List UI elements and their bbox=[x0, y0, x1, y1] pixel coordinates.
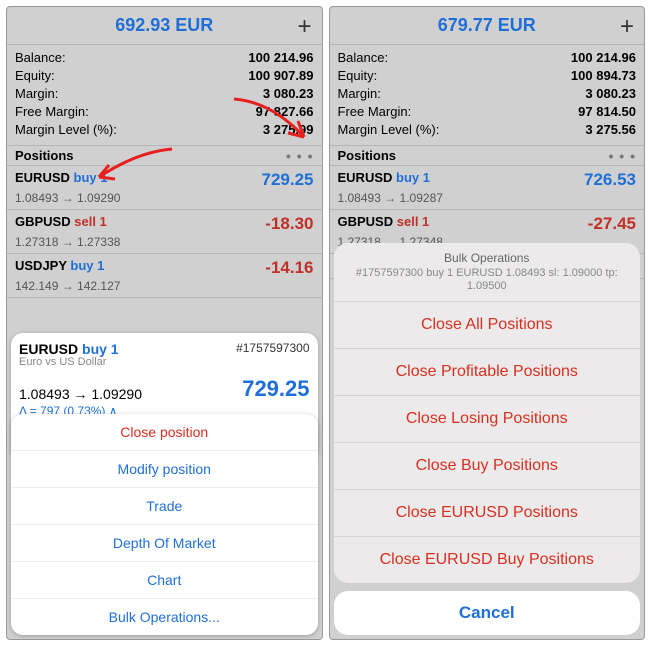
detail-prices: 1.08493 → 1.09290 bbox=[19, 386, 142, 402]
equity-label: Equity: bbox=[15, 67, 55, 85]
plus-icon[interactable]: + bbox=[297, 13, 311, 41]
account-stats: Balance:100 214.96 Equity:100 894.73 Mar… bbox=[330, 45, 645, 146]
marginlvl-value: 3 275.99 bbox=[263, 121, 314, 139]
menu-item[interactable]: Bulk Operations... bbox=[11, 599, 318, 635]
sheet-item[interactable]: Close Losing Positions bbox=[334, 396, 641, 443]
sheet-item[interactable]: Close All Positions bbox=[334, 302, 641, 349]
more-icon[interactable]: • • • bbox=[609, 148, 636, 164]
menu-item[interactable]: Close position bbox=[11, 414, 318, 451]
detail-symbol: EURUSD buy 1 bbox=[19, 341, 119, 357]
position-row[interactable]: EURUSD buy 1729.251.08493 → 1.09290 bbox=[7, 166, 322, 210]
menu-item[interactable]: Modify position bbox=[11, 451, 318, 488]
detail-sub: Euro vs US Dollar bbox=[19, 356, 310, 368]
position-row[interactable]: GBPUSD sell 1-18.301.27318 → 1.27338 bbox=[7, 210, 322, 254]
menu-item[interactable]: Chart bbox=[11, 562, 318, 599]
positions-header: Positions • • • bbox=[330, 146, 645, 166]
marginlvl-label: Margin Level (%): bbox=[15, 121, 117, 139]
header: 679.77 EUR + bbox=[330, 7, 645, 45]
more-icon[interactable]: • • • bbox=[286, 148, 313, 164]
context-menu: Close positionModify positionTradeDepth … bbox=[11, 414, 318, 635]
sheet-subtitle: #1757597300 buy 1 EURUSD 1.08493 sl: 1.0… bbox=[344, 267, 631, 293]
detail-ticket: #1757597300 bbox=[236, 341, 309, 357]
margin-value: 3 080.23 bbox=[263, 85, 314, 103]
right-phone: 679.77 EUR + Balance:100 214.96 Equity:1… bbox=[329, 6, 646, 640]
position-row[interactable]: USDJPY buy 1-14.16142.149 → 142.127 bbox=[7, 254, 322, 298]
positions-header: Positions • • • bbox=[7, 146, 322, 166]
sheet-title: Bulk Operations bbox=[344, 251, 631, 265]
balance-label: Balance: bbox=[15, 49, 66, 67]
menu-item[interactable]: Depth Of Market bbox=[11, 525, 318, 562]
sheet-item[interactable]: Close Profitable Positions bbox=[334, 349, 641, 396]
detail-profit: 729.25 bbox=[242, 376, 309, 402]
cancel-button[interactable]: Cancel bbox=[334, 591, 641, 635]
positions-label: Positions bbox=[338, 148, 397, 163]
positions-label: Positions bbox=[15, 148, 74, 163]
plus-icon[interactable]: + bbox=[620, 13, 634, 41]
header-amount: 679.77 EUR bbox=[438, 15, 536, 36]
position-row[interactable]: EURUSD buy 1726.531.08493 → 1.09287 bbox=[330, 166, 645, 210]
bulk-operations-sheet: Bulk Operations #1757597300 buy 1 EURUSD… bbox=[334, 243, 641, 583]
sheet-item[interactable]: Close EURUSD Positions bbox=[334, 490, 641, 537]
account-stats: Balance: 100 214.96 Equity: 100 907.89 Mar… bbox=[7, 45, 322, 146]
freemargin-value: 97 827.66 bbox=[256, 103, 314, 121]
left-phone: 692.93 EUR + Balance: 100 214.96 Equity: 1… bbox=[6, 6, 323, 640]
menu-item[interactable]: Trade bbox=[11, 488, 318, 525]
freemargin-label: Free Margin: bbox=[15, 103, 89, 121]
margin-label: Margin: bbox=[15, 85, 58, 103]
header-amount: 692.93 EUR bbox=[115, 15, 213, 36]
sheet-item[interactable]: Close Buy Positions bbox=[334, 443, 641, 490]
header: 692.93 EUR + bbox=[7, 7, 322, 45]
equity-value: 100 907.89 bbox=[248, 67, 313, 85]
sheet-item[interactable]: Close EURUSD Buy Positions bbox=[334, 537, 641, 583]
balance-value: 100 214.96 bbox=[248, 49, 313, 67]
